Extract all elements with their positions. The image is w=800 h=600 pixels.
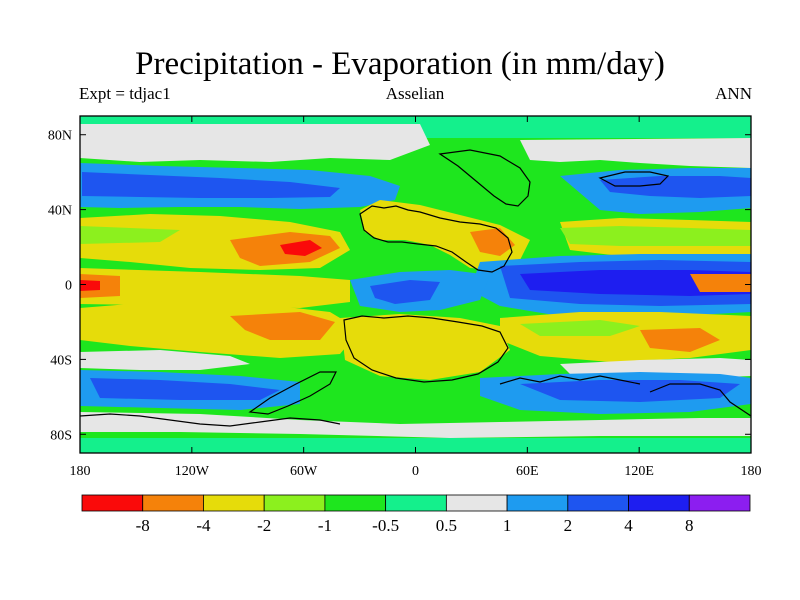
field-equator-yellow-west <box>80 268 350 308</box>
x-tick-label: 60E <box>516 464 539 479</box>
plot-title: Precipitation - Evaporation (in mm/day) <box>135 46 665 82</box>
colorbar-swatch <box>688 494 751 512</box>
latitude-axis: 80N 40N 0 40S 80S <box>48 129 751 443</box>
coastline-north-arc <box>438 149 531 207</box>
colorbar-label: -8 <box>136 516 150 535</box>
colorbar-swatch <box>203 494 265 512</box>
colorbar-label: -1 <box>318 516 332 535</box>
y-tick-label: 40S <box>50 353 72 368</box>
field-south-pole-seagreen <box>80 438 751 453</box>
colorbar-label: -2 <box>257 516 271 535</box>
x-tick-label: 0 <box>412 464 419 479</box>
coastline-pangea-south <box>343 315 509 383</box>
colorbar: -8 -4 -2 -1 -0.5 0.5 1 2 4 8 <box>81 494 751 535</box>
coastline-antarctic-west <box>80 413 341 427</box>
x-tick-label: 120E <box>624 464 654 479</box>
colorbar-label: 2 <box>564 516 573 535</box>
coastline-southeast-land <box>649 383 751 417</box>
field-south-orange-east <box>640 328 720 352</box>
field-south-lightgreen-east <box>520 320 640 336</box>
field-central-blue <box>370 280 440 304</box>
x-tick-label: 180 <box>741 464 762 479</box>
colorbar-label: -4 <box>196 516 211 535</box>
field-south-blue-east <box>520 380 740 402</box>
field-north-gray-east <box>520 138 751 168</box>
field-pangea-south-yellow <box>340 314 510 380</box>
colorbar-label: 4 <box>624 516 633 535</box>
experiment-label: Expt = tdjac1 <box>79 84 171 103</box>
field-south-gray-west <box>80 350 250 370</box>
x-tick-label: 120W <box>175 464 210 479</box>
colorbar-swatch <box>324 494 387 512</box>
colorbar-label: -0.5 <box>372 516 399 535</box>
field-antarctic-gray <box>80 412 751 438</box>
colorbar-swatch <box>142 494 204 512</box>
colorbar-swatch <box>385 494 447 512</box>
y-tick-label: 0 <box>65 279 72 294</box>
field-south-blue-west <box>90 378 280 400</box>
colorbar-swatch <box>506 494 569 512</box>
colorbar-swatch <box>263 494 326 512</box>
y-tick-label: 40N <box>48 204 72 219</box>
field-north-blue-east <box>600 176 751 198</box>
y-tick-label: 80N <box>48 129 72 144</box>
coastline-northeast-island <box>598 171 670 187</box>
coastline-southwest-arc <box>248 371 337 415</box>
y-tick-label: 80S <box>50 428 72 443</box>
colorbar-label: 1 <box>503 516 512 535</box>
colorbar-swatch <box>628 494 690 512</box>
period-label: Asselian <box>385 84 445 103</box>
colorbar-label: 8 <box>685 516 694 535</box>
field-north-lightgreen-west <box>80 226 180 244</box>
longitude-axis: 180 120W 60W 0 60E 120E 180 <box>70 116 762 479</box>
field-north-blue-west <box>82 172 340 198</box>
coastline-pangea-north <box>359 205 513 273</box>
colorbar-label: 0.5 <box>436 516 457 535</box>
field-south-orange-west <box>230 312 335 340</box>
coastline-south-central <box>499 375 641 385</box>
x-tick-label: 60W <box>290 464 318 479</box>
precip-evap-map <box>80 116 751 453</box>
field-equator-red-west <box>80 280 100 291</box>
colorbar-swatch <box>81 494 144 512</box>
season-label: ANN <box>715 84 752 103</box>
coastlines <box>80 149 751 427</box>
colorbar-swatch <box>567 494 629 512</box>
field-north-gray-west <box>80 124 430 162</box>
field-north-red-west <box>280 240 322 256</box>
x-tick-label: 180 <box>70 464 91 479</box>
field-equator-orange-east <box>690 274 751 292</box>
colorbar-swatch <box>445 494 508 512</box>
field-north-lightgreen-east <box>560 226 751 246</box>
